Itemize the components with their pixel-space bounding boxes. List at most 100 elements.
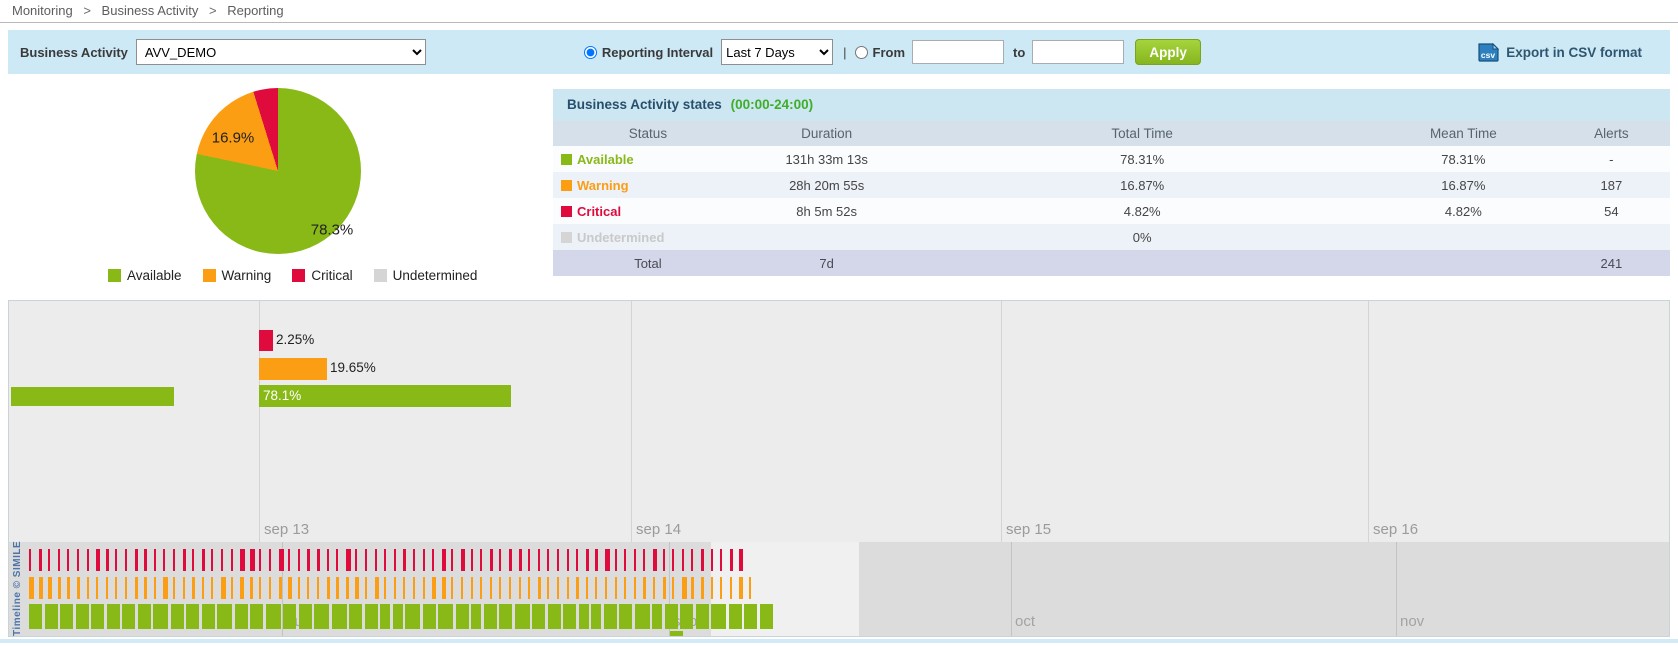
overview-tick-warning <box>643 577 647 599</box>
overview-tick-warning <box>38 577 43 599</box>
breadcrumb-monitoring[interactable]: Monitoring <box>12 3 73 18</box>
duration-cell: 28h 20m 55s <box>789 177 865 193</box>
overview-tick-available <box>744 604 757 629</box>
month-gridline <box>669 542 670 636</box>
to-date-input[interactable] <box>1032 40 1125 64</box>
timeline-bar-warning[interactable] <box>259 358 327 380</box>
timeline-bar-available[interactable] <box>11 387 174 406</box>
overview-tick-critical <box>739 549 744 571</box>
total-time-cell: 0% <box>1132 229 1152 245</box>
overview-tick-critical <box>153 549 156 571</box>
overview-tick-critical <box>182 549 186 571</box>
overview-tick-available <box>314 604 329 629</box>
timeline-bar-critical[interactable] <box>259 330 273 351</box>
overview-tick-critical <box>624 549 627 571</box>
overview-tick-available <box>422 604 436 629</box>
overview-tick-warning <box>288 577 293 599</box>
overview-tick-warning <box>105 577 108 599</box>
overview-tick-available <box>664 604 678 629</box>
overview-tick-available <box>75 604 89 629</box>
overview-tick-critical <box>672 549 675 571</box>
overview-tick-critical <box>432 549 435 571</box>
overview-tick-warning <box>595 577 598 599</box>
mean-time-cell: 16.87% <box>1441 177 1486 193</box>
states-table: Status Duration Total Time Mean Time Alerts … <box>553 121 1670 276</box>
overview-tick-warning <box>518 577 521 599</box>
overview-tick-critical <box>355 549 358 571</box>
overview-tick-critical <box>614 549 617 571</box>
custom-range-radio[interactable] <box>854 45 868 59</box>
overview-tick-warning <box>230 577 233 599</box>
legend-label: Available <box>127 268 182 283</box>
overview-tick-warning <box>662 577 666 599</box>
status-label: Undetermined <box>577 229 665 245</box>
overview-tick-critical <box>38 549 42 571</box>
overview-tick-warning <box>144 577 148 599</box>
alerts-cell: 187 <box>1600 177 1623 193</box>
business-activity-select[interactable]: AVV_DEMO <box>135 39 426 65</box>
overview-tick-warning <box>125 577 127 599</box>
column-header-status: Status <box>553 121 743 146</box>
month-gridline <box>1396 542 1397 636</box>
overview-tick-warning <box>461 577 463 599</box>
overview-tick-warning <box>297 577 300 599</box>
legend-item-undetermined: Undetermined <box>373 268 477 283</box>
overview-tick-critical <box>422 549 425 571</box>
legend-label: Warning <box>221 268 272 283</box>
apply-button[interactable]: Apply <box>1135 39 1201 65</box>
total-alerts: 241 <box>1600 255 1623 271</box>
timeline-main-band[interactable]: sep 13 sep 14 sep 15 sep 16 2.25% 19.65% 78.1% <box>9 301 1669 542</box>
available-status-icon <box>561 153 572 165</box>
month-label: oct <box>1015 613 1036 630</box>
export-csv-link[interactable]: csv Export in CSV format <box>1477 42 1642 62</box>
overview-tick-available <box>217 604 232 629</box>
overview-tick-critical <box>374 549 377 571</box>
mean-time-cell: 4.82% <box>1444 203 1482 219</box>
reporting-interval-select[interactable]: Last 7 Days <box>721 39 834 65</box>
total-duration: 7d <box>819 255 834 271</box>
overview-tick-available <box>405 604 420 629</box>
table-row-warning: Warning 28h 20m 55s 16.87% 16.87% 187 <box>553 172 1670 198</box>
timeline-panel: sep 13 sep 14 sep 15 sep 16 2.25% 19.65% 78.1%… <box>8 300 1670 637</box>
reporting-interval-radio[interactable] <box>583 45 597 59</box>
month-gridline <box>1011 542 1012 636</box>
timeline-bar-available[interactable] <box>259 385 511 407</box>
undetermined-swatch-icon <box>373 269 387 282</box>
day-label: sep 14 <box>636 521 682 538</box>
overview-tick-warning <box>451 577 454 599</box>
overview-tick-warning <box>413 577 415 599</box>
overview-tick-warning <box>317 577 319 599</box>
day-gridline <box>259 301 260 542</box>
warning-status-icon <box>561 179 572 191</box>
overview-tick-critical <box>67 549 70 571</box>
overview-tick-warning <box>221 577 226 599</box>
states-table-header-row: Status Duration Total Time Mean Time Alerts <box>553 121 1670 146</box>
breadcrumb-business-activity[interactable]: Business Activity <box>101 3 199 18</box>
overview-tick-warning <box>537 577 541 599</box>
states-table-panel: Business Activity states (00:00-24:00) S… <box>553 89 1670 276</box>
overview-tick-warning <box>729 577 732 599</box>
overview-tick-available <box>483 604 497 629</box>
overview-tick-warning <box>374 577 379 599</box>
overview-tick-critical <box>307 549 311 571</box>
overview-tick-critical <box>557 549 559 571</box>
overview-tick-critical <box>384 549 387 571</box>
overview-tick-critical <box>326 549 329 571</box>
overview-tick-critical <box>681 549 684 571</box>
breadcrumb-reporting[interactable]: Reporting <box>227 3 284 18</box>
overview-tick-warning <box>672 577 675 599</box>
month-label: nov <box>1400 613 1425 630</box>
timeline-overview-band[interactable]: augsepoctnov <box>9 542 1669 636</box>
overview-tick-critical <box>710 549 713 571</box>
overview-tick-critical <box>240 549 246 571</box>
duration-cell: 131h 33m 13s <box>785 151 868 167</box>
overview-tick-available <box>670 631 683 636</box>
overview-tick-critical <box>57 549 60 571</box>
overview-tick-available <box>471 604 481 629</box>
overview-tick-available <box>634 604 650 629</box>
status-label: Critical <box>577 203 622 219</box>
legend-item-warning: Warning <box>202 268 272 283</box>
from-date-input[interactable] <box>912 40 1005 64</box>
overview-tick-critical <box>662 549 665 571</box>
overview-tick-critical <box>576 549 579 571</box>
